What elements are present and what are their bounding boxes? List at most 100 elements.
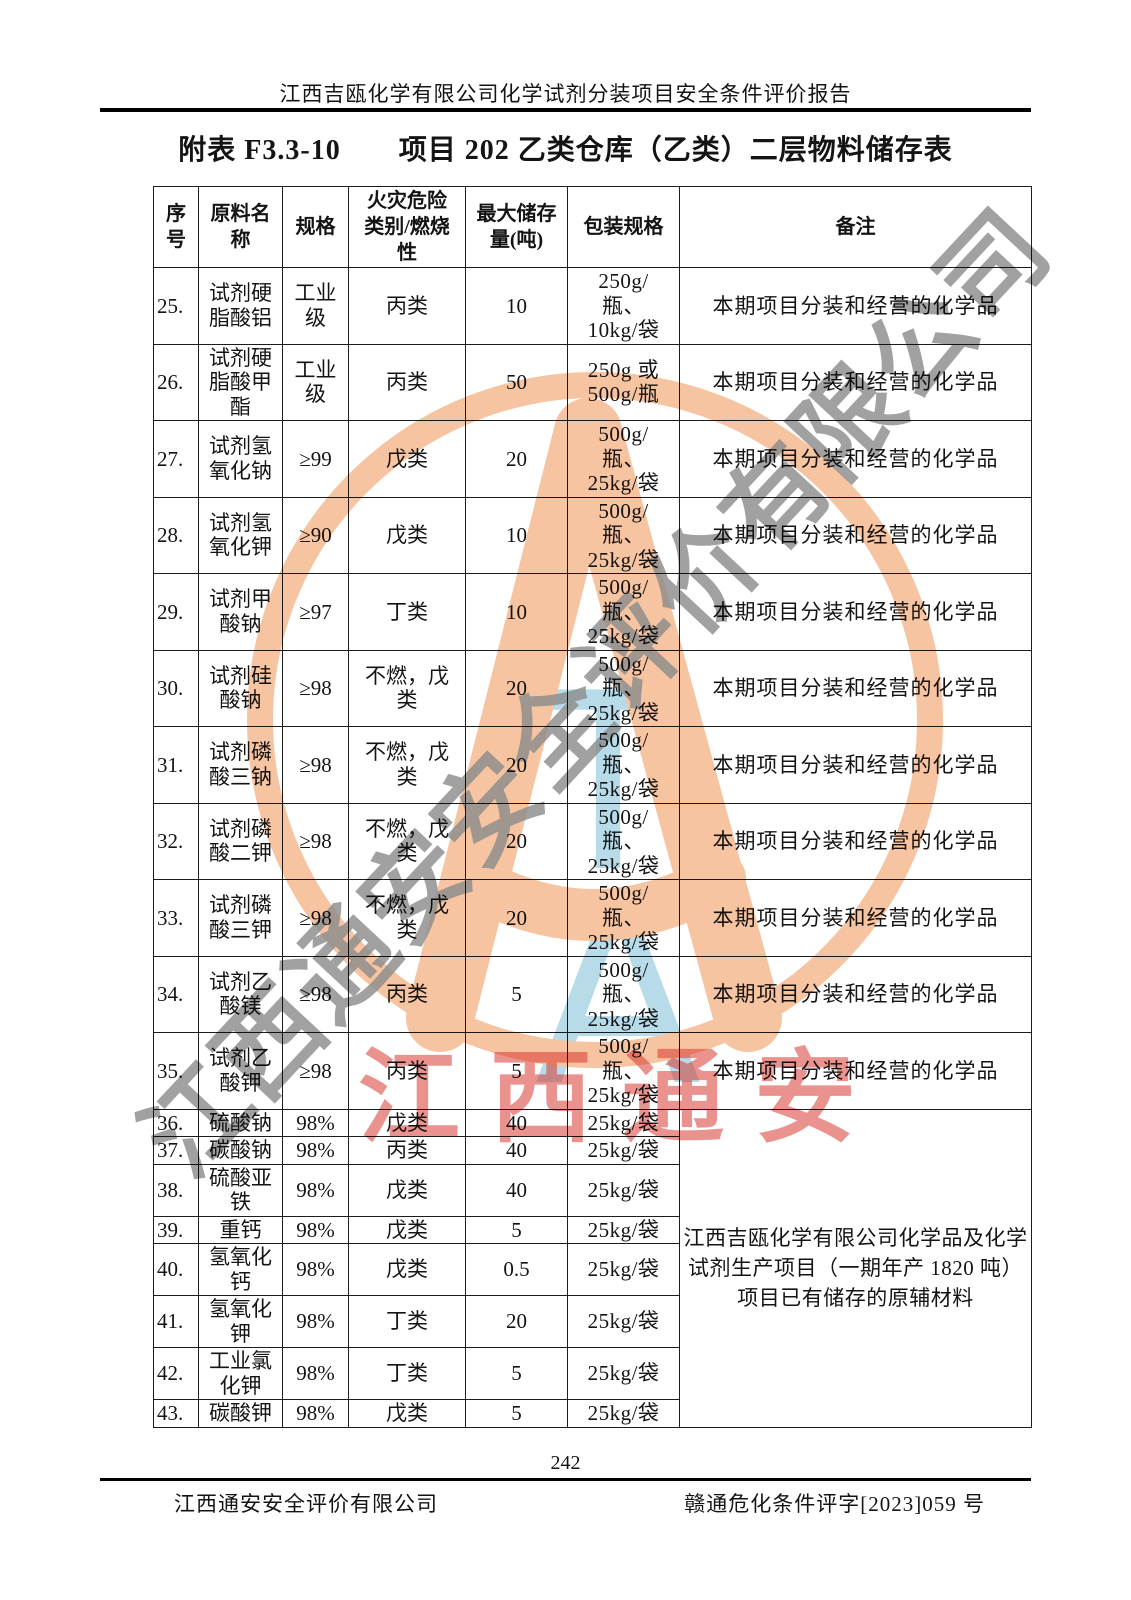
table-row: 41. 氢氧化 钾 98% 丁类 20 25kg/袋 bbox=[153, 1295, 1032, 1348]
cell-remark: 本期项目分装和经营的化学品 bbox=[679, 573, 1032, 651]
table-row: 38. 硫酸亚 铁 98% 戊类 40 25kg/袋 bbox=[153, 1163, 1032, 1217]
cell-max-storage: 5 bbox=[465, 1399, 568, 1428]
cell-max-storage: 50 bbox=[465, 343, 568, 421]
table-row: 43. 碳酸钾 98% 戊类 5 25kg/袋 bbox=[153, 1399, 1032, 1428]
cell-max-storage: 5 bbox=[465, 1347, 568, 1400]
cell-remark: 本期项目分装和经营的化学品 bbox=[679, 649, 1032, 727]
cell-package-spec: 500g/ 瓶、 25kg/袋 bbox=[567, 420, 680, 498]
cell-specification: 98% bbox=[282, 1215, 349, 1244]
cell-fire-hazard-class: 丙类 bbox=[348, 267, 466, 345]
column-header: 火灾危险 类别/燃烧 性 bbox=[348, 186, 466, 268]
column-header: 包装规格 bbox=[567, 186, 680, 268]
column-header: 原料名 称 bbox=[198, 186, 283, 268]
column-header: 最大储存 量(吨) bbox=[465, 186, 568, 268]
cell-material-name: 硫酸钠 bbox=[198, 1108, 283, 1137]
cell-package-spec: 25kg/袋 bbox=[567, 1399, 680, 1428]
cell-specification: ≥98 bbox=[282, 955, 349, 1033]
cell-max-storage: 20 bbox=[465, 879, 568, 957]
cell-max-storage: 20 bbox=[465, 802, 568, 880]
footer-company: 江西通安安全评价有限公司 bbox=[174, 1492, 438, 1516]
cell-fire-hazard-class: 不燃，戊 类 bbox=[348, 879, 466, 957]
cell-material-name: 硫酸亚 铁 bbox=[198, 1163, 283, 1217]
cell-package-spec: 25kg/袋 bbox=[567, 1295, 680, 1348]
cell-max-storage: 20 bbox=[465, 420, 568, 498]
cell-material-name: 试剂硬 脂酸甲 酯 bbox=[198, 343, 283, 421]
cell-serial-number: 28. bbox=[153, 496, 199, 574]
cell-serial-number: 41. bbox=[153, 1295, 199, 1348]
cell-material-name: 重钙 bbox=[198, 1215, 283, 1244]
cell-specification: 工业 级 bbox=[282, 267, 349, 345]
cell-serial-number: 25. bbox=[153, 267, 199, 345]
cell-package-spec: 25kg/袋 bbox=[567, 1243, 680, 1296]
cell-specification: ≥99 bbox=[282, 420, 349, 498]
cell-package-spec: 500g/ 瓶、 25kg/袋 bbox=[567, 573, 680, 651]
cell-package-spec: 500g/ 瓶、 25kg/袋 bbox=[567, 955, 680, 1033]
cell-serial-number: 40. bbox=[153, 1243, 199, 1296]
cell-serial-number: 42. bbox=[153, 1347, 199, 1400]
cell-fire-hazard-class: 不燃，戊 类 bbox=[348, 726, 466, 804]
cell-specification: 98% bbox=[282, 1108, 349, 1137]
cell-remark: 本期项目分装和经营的化学品 bbox=[679, 1032, 1032, 1110]
cell-fire-hazard-class: 戊类 bbox=[348, 496, 466, 574]
cell-max-storage: 20 bbox=[465, 649, 568, 727]
cell-fire-hazard-class: 丁类 bbox=[348, 573, 466, 651]
cell-serial-number: 39. bbox=[153, 1215, 199, 1244]
cell-serial-number: 30. bbox=[153, 649, 199, 727]
column-header: 序 号 bbox=[153, 186, 199, 268]
cell-max-storage: 5 bbox=[465, 1032, 568, 1110]
table-row: 40. 氢氧化 钙 98% 戊类 0.5 25kg/袋 bbox=[153, 1243, 1032, 1296]
cell-max-storage: 10 bbox=[465, 573, 568, 651]
footer-certificate-number: 赣通危化条件评字[2023]059 号 bbox=[684, 1492, 985, 1516]
table-row: 29. 试剂甲 酸钠 ≥97 丁类 10 500g/ 瓶、 25kg/袋 本期项目分装和经营… bbox=[153, 573, 1032, 651]
cell-serial-number: 33. bbox=[153, 879, 199, 957]
cell-specification: 98% bbox=[282, 1347, 349, 1400]
cell-remark: 本期项目分装和经营的化学品 bbox=[679, 726, 1032, 804]
cell-max-storage: 40 bbox=[465, 1136, 568, 1165]
cell-specification: ≥98 bbox=[282, 802, 349, 880]
column-header: 备注 bbox=[679, 186, 1032, 268]
header-rule bbox=[100, 108, 1031, 112]
cell-max-storage: 20 bbox=[465, 1295, 568, 1348]
table-row: 33. 试剂磷 酸三钾 ≥98 不燃，戊 类 20 500g/ 瓶、 25kg/袋 本期项目… bbox=[153, 879, 1032, 957]
table-row: 32. 试剂磷 酸二钾 ≥98 不燃，戊 类 20 500g/ 瓶、 25kg/袋 本期项目… bbox=[153, 802, 1032, 880]
table-row: 27. 试剂氢 氧化钠 ≥99 戊类 20 500g/ 瓶、 25kg/袋 本期项目分装和经… bbox=[153, 420, 1032, 498]
cell-material-name: 工业氯 化钾 bbox=[198, 1347, 283, 1400]
cell-remark: 本期项目分装和经营的化学品 bbox=[679, 802, 1032, 880]
cell-package-spec: 500g/ 瓶、 25kg/袋 bbox=[567, 649, 680, 727]
cell-package-spec: 250g 或 500g/瓶 bbox=[567, 343, 680, 421]
cell-serial-number: 35. bbox=[153, 1032, 199, 1110]
cell-package-spec: 500g/ 瓶、 25kg/袋 bbox=[567, 879, 680, 957]
table-row: 25. 试剂硬 脂酸铝 工业 级丙类 10 250g/ 瓶、 10kg/袋 本期项目分装和… bbox=[153, 267, 1032, 345]
cell-material-name: 碳酸钾 bbox=[198, 1399, 283, 1428]
cell-specification: ≥98 bbox=[282, 879, 349, 957]
cell-serial-number: 32. bbox=[153, 802, 199, 880]
cell-material-name: 试剂甲 酸钠 bbox=[198, 573, 283, 651]
document-header-text: 江西吉瓯化学有限公司化学试剂分装项目安全条件评价报告 bbox=[279, 82, 852, 106]
cell-material-name: 试剂磷 酸三钾 bbox=[198, 879, 283, 957]
cell-remark: 本期项目分装和经营的化学品 bbox=[679, 879, 1032, 957]
cell-package-spec: 500g/ 瓶、 25kg/袋 bbox=[567, 496, 680, 574]
cell-fire-hazard-class: 戊类 bbox=[348, 1163, 466, 1217]
cell-package-spec: 500g/ 瓶、 25kg/袋 bbox=[567, 802, 680, 880]
cell-fire-hazard-class: 戊类 bbox=[348, 1399, 466, 1428]
cell-max-storage: 5 bbox=[465, 1215, 568, 1244]
table-row: 39. 重钙 98% 戊类 5 25kg/袋 bbox=[153, 1215, 1032, 1244]
cell-remark: 本期项目分装和经营的化学品 bbox=[679, 955, 1032, 1033]
cell-material-name: 试剂硅 酸钠 bbox=[198, 649, 283, 727]
page-number: 242 bbox=[550, 1452, 581, 1474]
cell-material-name: 氢氧化 钙 bbox=[198, 1243, 283, 1296]
cell-fire-hazard-class: 丁类 bbox=[348, 1295, 466, 1348]
footer-rule bbox=[100, 1478, 1031, 1481]
table-row: 34. 试剂乙 酸镁 ≥98 丙类 5 500g/ 瓶、 25kg/袋 本期项目分装和经营的… bbox=[153, 955, 1032, 1033]
cell-material-name: 试剂硬 脂酸铝 bbox=[198, 267, 283, 345]
page-title: 附表 F3.3-10 项目 202 乙类仓库（乙类）二层物料储存表 bbox=[178, 135, 953, 166]
cell-remark: 本期项目分装和经营的化学品 bbox=[679, 267, 1032, 345]
cell-fire-hazard-class: 戊类 bbox=[348, 1243, 466, 1296]
cell-specification: ≥98 bbox=[282, 649, 349, 727]
cell-serial-number: 36. bbox=[153, 1108, 199, 1137]
cell-package-spec: 250g/ 瓶、 10kg/袋 bbox=[567, 267, 680, 345]
cell-max-storage: 40 bbox=[465, 1108, 568, 1137]
cell-specification: 98% bbox=[282, 1163, 349, 1217]
cell-material-name: 试剂氢 氧化钠 bbox=[198, 420, 283, 498]
